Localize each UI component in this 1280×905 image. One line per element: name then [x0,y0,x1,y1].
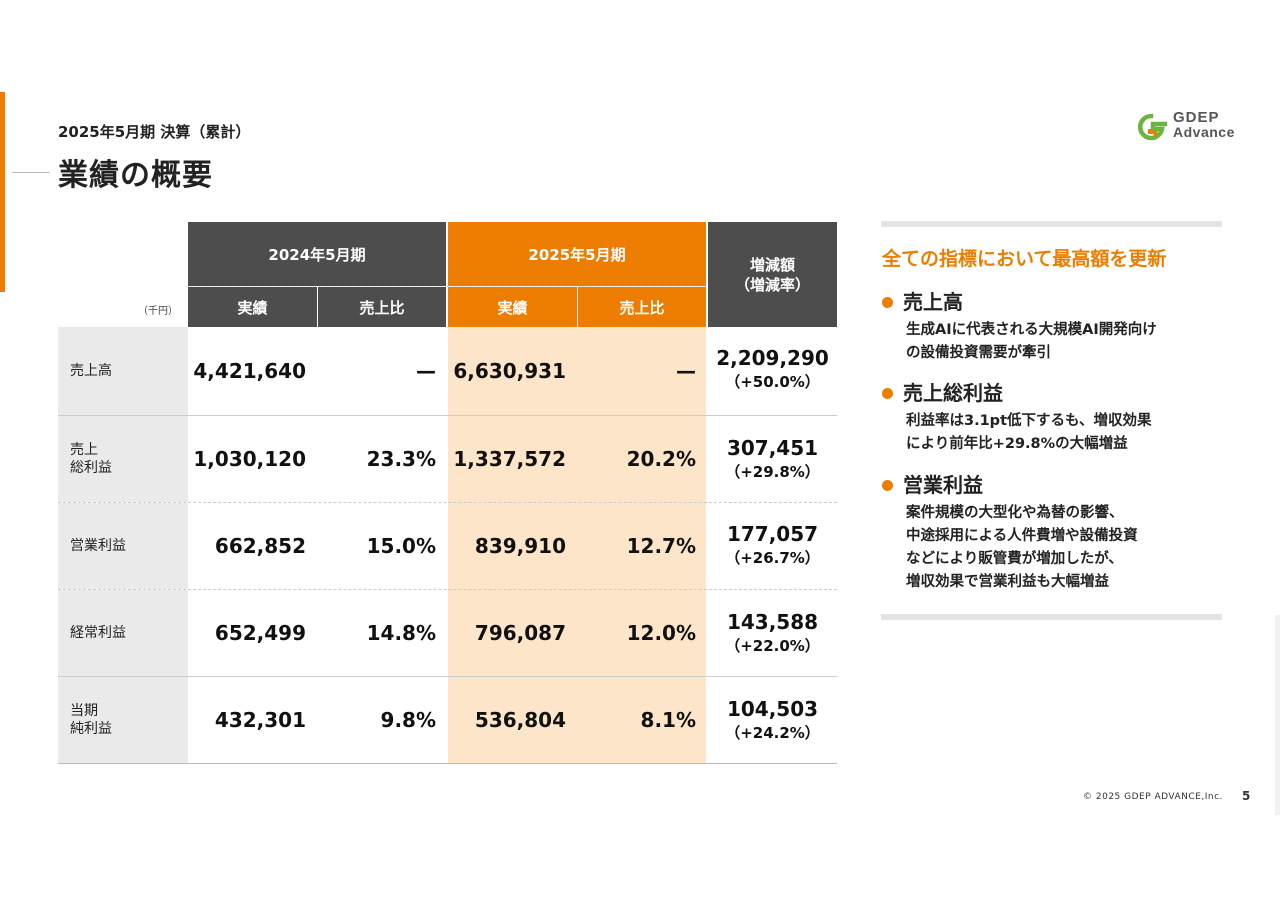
header-diff-line2: （増減率） [734,275,810,294]
edge-decoration [1275,615,1280,815]
panel-bottom-bar [881,614,1222,620]
header-curr-actual: 実績 [448,287,577,327]
unit-label: （千円） [138,306,178,317]
bullet-dot-icon [882,297,893,308]
point-gross-profit: 売上総利益 利益率は3.1pt低下するも、増収効果 により前年比+29.8%の大… [882,377,1152,456]
table-cell-diff: 307,451 （+29.8%） [725,436,820,481]
point-title: 売上高 [903,290,963,314]
bullet-dot-icon [882,480,893,491]
company-logo: GDEP Advance [1135,110,1260,144]
table-cell: 652,499 [214,621,306,645]
table-cell: 20.2% [626,447,696,471]
table-cell-diff: 2,209,290 （+50.0%） [716,346,829,391]
header-curr-ratio: 売上比 [578,287,706,327]
table-cell: 6,630,931 [453,359,566,383]
table-cell: 8.1% [640,708,696,732]
row-label-net-profit: 当期 純利益 [58,677,188,763]
header-diff-line1: 増減額 [749,255,795,274]
row-label-operating-profit: 営業利益 [58,503,188,589]
current-period-band [448,327,706,763]
table-cell: 23.3% [366,447,436,471]
row-divider [58,502,837,503]
table-cell: 9.8% [380,708,436,732]
header-period-curr: 2025年5月期 [448,222,706,286]
table-cell: 1,030,120 [193,447,306,471]
row-divider [58,589,837,590]
panel-heading: 全ての指標において最高額を更新 [882,248,1167,270]
table-cell: 4,421,640 [193,359,306,383]
table-cell: 1,337,572 [453,447,566,471]
row-label-ordinary-profit: 経常利益 [58,590,188,676]
page-subtitle: 2025年5月期 決算（累計） [58,123,251,141]
bullet-dot-icon [882,388,893,399]
table-cell: 796,087 [474,621,566,645]
header-period-prev: 2024年5月期 [188,222,446,286]
header-divider [188,286,706,287]
point-sales: 売上高 生成AIに代表される大規模AI開発向け の設備投資需要が牽引 [882,286,1157,365]
table-cell-diff: 104,503 （+24.2%） [725,697,820,742]
page-number: 5 [1242,789,1251,803]
table-cell: 12.0% [626,621,696,645]
left-accent-bar [0,92,5,292]
logo-line-2: Advance [1173,124,1235,140]
table-cell: 15.0% [366,534,436,558]
table-cell: 536,804 [474,708,566,732]
title-rule [12,172,50,173]
header-prev-ratio: 売上比 [318,287,446,327]
row-divider [58,415,837,416]
table-cell-diff: 177,057 （+26.7%） [725,522,820,567]
logo-mark-icon [1137,113,1168,141]
point-title: 売上総利益 [903,381,1003,405]
table-cell: 839,910 [474,534,566,558]
page-title: 業績の概要 [58,158,213,193]
copyright: © 2025 GDEP ADVANCE,Inc. [1083,792,1223,802]
header-prev-actual: 実績 [188,287,317,327]
results-table: （千円） 2024年5月期 2025年5月期 増減額 （増減率） 実績 売上比 … [58,222,837,764]
row-divider [58,676,837,677]
logo-line-1: GDEP [1173,109,1220,126]
point-description: 利益率は3.1pt低下するも、増収効果 により前年比+29.8%の大幅増益 [906,413,1152,452]
table-cell: 432,301 [214,708,306,732]
logo-text: GDEP Advance [1173,109,1235,140]
point-operating-profit: 営業利益 案件規模の大型化や為替の影響、 中途採用による人件費増や設備投資 など… [882,469,1138,594]
table-cell: — [676,359,696,383]
table-cell: — [416,359,436,383]
table-cell: 662,852 [214,534,306,558]
row-label-gross-profit: 売上 総利益 [58,416,188,502]
row-label-sales: 売上高 [58,327,188,415]
table-cell-diff: 143,588 （+22.0%） [725,610,820,655]
panel-top-bar [881,221,1222,227]
point-description: 生成AIに代表される大規模AI開発向け の設備投資需要が牽引 [906,322,1157,361]
point-title: 営業利益 [903,473,983,497]
table-bottom-border [58,763,837,764]
table-cell: 12.7% [626,534,696,558]
table-cell: 14.8% [366,621,436,645]
header-diff: 増減額 （増減率） [708,222,837,327]
point-description: 案件規模の大型化や為替の影響、 中途採用による人件費増や設備投資 などにより販管… [906,505,1138,590]
